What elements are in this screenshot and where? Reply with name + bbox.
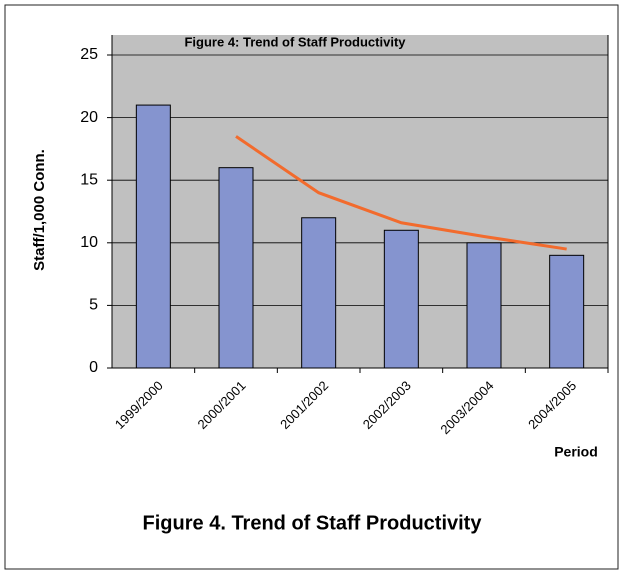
caption: Figure 4. Trend of Staff Productivity	[143, 512, 483, 534]
trend-line	[235, 135, 567, 251]
bar	[383, 229, 419, 369]
bar	[301, 217, 337, 369]
y-tick-label: 10	[80, 234, 98, 251]
y-tick-label: 5	[89, 297, 98, 314]
y-tick-label: 15	[80, 171, 98, 188]
plot-area	[112, 35, 608, 368]
x-axis-title: Period	[554, 444, 598, 460]
chart-title: Figure 4: Trend of Staff Productivity	[184, 34, 406, 49]
bar	[218, 167, 254, 369]
y-tick-label: 25	[80, 46, 98, 63]
bar	[135, 104, 171, 369]
y-tick-label: 20	[80, 109, 98, 126]
y-tick-label: 0	[89, 359, 98, 376]
bar	[466, 242, 502, 369]
bar	[549, 254, 585, 369]
y-axis-title: Staff/1,000 Conn.	[31, 149, 48, 271]
